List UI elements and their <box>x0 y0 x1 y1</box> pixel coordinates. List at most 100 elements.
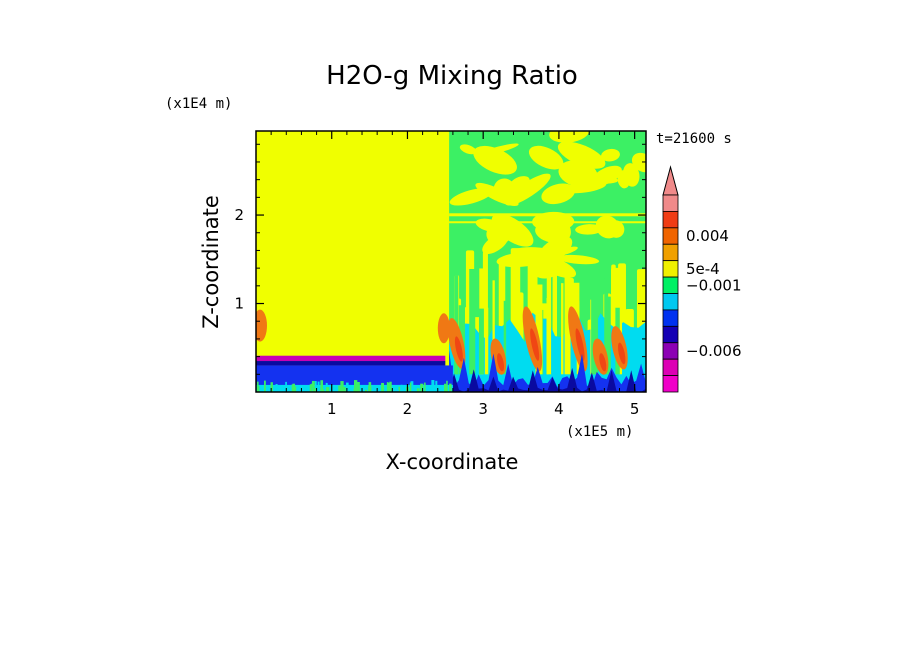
field-patch-yellow <box>631 152 646 173</box>
field-surface-spike <box>396 389 399 392</box>
field-patch-yellow <box>459 144 477 155</box>
field-surface-spike <box>449 383 452 392</box>
field-cell-orange <box>437 313 450 344</box>
field-patch-yellow <box>505 173 551 206</box>
field-patch-yellow <box>535 222 570 244</box>
colorbar-level <box>662 194 679 212</box>
field-surface-spike <box>444 388 448 392</box>
field-cell-red <box>599 353 607 372</box>
colorbar-label: −0.001 <box>686 276 742 294</box>
field-patch-yellow <box>541 183 576 205</box>
field-inversion-line <box>256 355 446 362</box>
field-surface-spike <box>285 381 287 392</box>
field-surface-spike <box>347 385 352 392</box>
field-surface-spike <box>270 382 273 392</box>
field-surface-spike <box>309 384 313 392</box>
colorbar-level <box>662 260 679 278</box>
colorbar-level <box>662 309 679 327</box>
colorbar-label: 5e-4 <box>686 260 720 278</box>
field-plume-lower <box>618 283 623 375</box>
field-surface-spike <box>368 385 372 392</box>
field-surface-spike <box>386 382 389 392</box>
field-layer-navy <box>256 361 446 366</box>
field-surface-spike <box>317 381 320 392</box>
field-plume-lower <box>484 307 489 375</box>
field-band <box>449 213 646 217</box>
field-surface-spike <box>400 384 403 392</box>
field-plume-lower <box>546 272 552 375</box>
x-tick-label: 4 <box>554 400 564 418</box>
field-surface-spike <box>291 384 295 392</box>
field-plume-lower <box>535 284 543 375</box>
field-plume-lower <box>478 308 484 375</box>
field-surface-spike <box>345 382 349 392</box>
field-cell-red <box>497 353 505 372</box>
field-surface-spike <box>431 380 435 392</box>
field-surface-spike <box>435 380 438 392</box>
colorbar-level <box>662 243 679 262</box>
field-cell-red <box>454 336 463 362</box>
x-tick-label: 2 <box>403 400 413 418</box>
field-patch-yellow <box>591 165 622 186</box>
y-tick-label: 2 <box>234 206 244 224</box>
field-cell-red <box>617 342 626 365</box>
field-surface-spike <box>398 386 401 392</box>
field-surface-spike <box>356 382 360 392</box>
field-patch-yellow <box>508 176 530 192</box>
field-cell-orange <box>256 309 267 342</box>
y-axis: 12 <box>234 143 646 375</box>
time-label: t=21600 s <box>656 131 732 147</box>
y-axis-label: Z-coordinate <box>199 195 223 329</box>
colorbar-level <box>662 211 679 229</box>
x-tick-label: 5 <box>630 400 640 418</box>
field-patch-yellow <box>557 141 606 169</box>
field-plume-lower <box>561 283 564 375</box>
x-tick-label: 1 <box>327 400 337 418</box>
field-cell-red <box>530 328 540 361</box>
field-surface-spike <box>314 381 317 392</box>
field-surface-spike <box>446 380 448 392</box>
field-surface-spike <box>416 388 420 392</box>
field-surface-spike <box>322 389 325 392</box>
field-plume-lower <box>591 275 599 375</box>
field-patch-yellow <box>601 148 620 162</box>
field-plume-lower <box>469 268 476 375</box>
x-axis: 1 2 3 4 5 <box>270 131 640 418</box>
field-surface-spike <box>320 380 324 392</box>
field-patch-yellow <box>478 143 519 156</box>
plot-frame <box>255 130 647 393</box>
field-patch-yellow <box>557 254 600 265</box>
field-patch-yellow <box>475 182 519 206</box>
heatmap-field <box>256 131 646 392</box>
x-axis-label: X-coordinate <box>386 450 519 474</box>
field-plume-lower <box>604 278 609 375</box>
field-surface-spike <box>354 380 358 392</box>
field-surface-spike <box>387 383 391 392</box>
y-scale-label: (x1E4 m) <box>165 96 232 112</box>
field-surface-spike <box>381 382 385 392</box>
x-tick-label: 3 <box>478 400 488 418</box>
chart-title: H2O-g Mixing Ratio <box>326 61 578 91</box>
field-surface-spike <box>409 382 412 392</box>
colorbar-level <box>662 358 679 376</box>
field-surface-spike <box>340 381 344 392</box>
field-surface-spike <box>325 387 330 392</box>
field-surface-spike <box>373 389 377 392</box>
colorbar-level <box>662 276 679 294</box>
field-surface-spike <box>264 380 266 392</box>
colorbar-label: −0.006 <box>686 342 742 360</box>
colorbar-level <box>662 325 679 344</box>
field-region-blue <box>449 350 646 392</box>
field-surface-spike <box>444 383 447 392</box>
field-patch-yellow <box>553 246 578 257</box>
colorbar: 0.004 5e-4−0.001 −0.006 <box>662 165 742 393</box>
field-plume-lower <box>564 269 571 375</box>
field-surface-spike <box>420 383 424 392</box>
field-surface-spike <box>314 388 317 392</box>
field-plume-lower <box>492 280 495 375</box>
colorbar-level <box>662 293 679 311</box>
field-region-navy <box>449 367 646 392</box>
field-band <box>449 221 646 224</box>
field-patch-yellow <box>528 145 564 170</box>
